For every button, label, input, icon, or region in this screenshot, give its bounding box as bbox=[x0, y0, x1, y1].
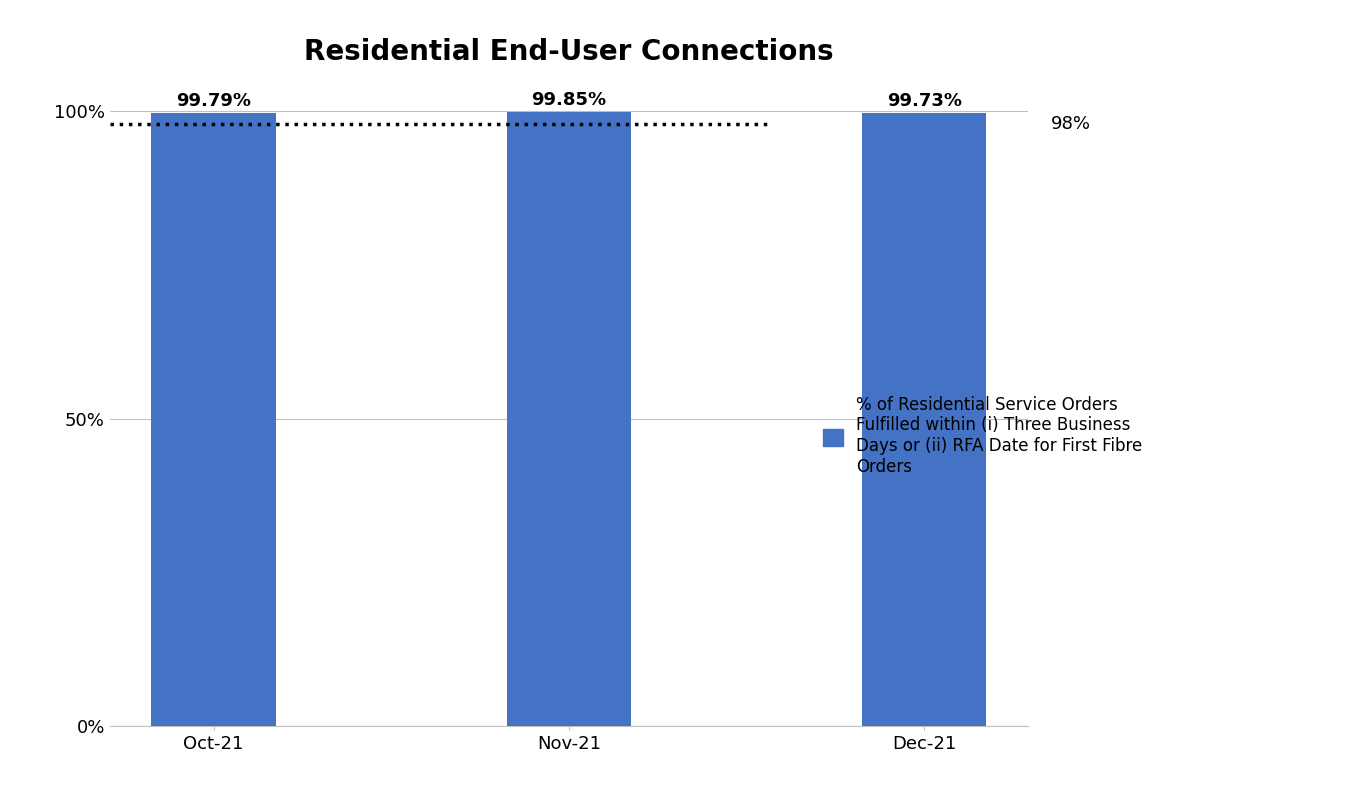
Text: 99.85%: 99.85% bbox=[532, 91, 606, 109]
Text: 99.73%: 99.73% bbox=[887, 92, 962, 110]
Title: Residential End-User Connections: Residential End-User Connections bbox=[304, 38, 834, 66]
Text: 99.79%: 99.79% bbox=[175, 92, 251, 110]
Bar bbox=[862, 113, 987, 726]
Bar bbox=[507, 112, 631, 726]
Legend: % of Residential Service Orders
Fulfilled within (i) Three Business
Days or (ii): % of Residential Service Orders Fulfille… bbox=[816, 389, 1149, 483]
Bar bbox=[151, 113, 276, 726]
Text: 98%: 98% bbox=[1050, 115, 1090, 132]
